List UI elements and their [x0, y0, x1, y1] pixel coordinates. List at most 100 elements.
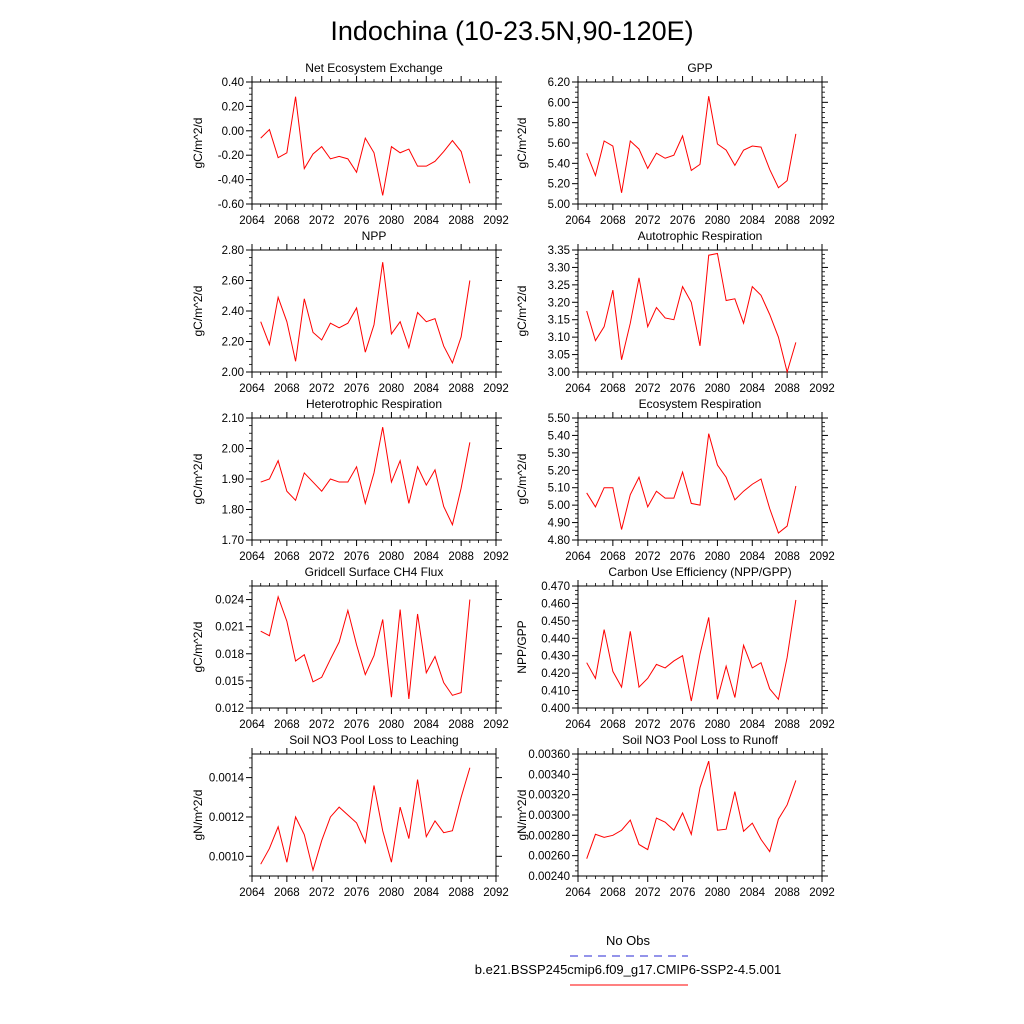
series-line — [586, 252, 797, 374]
y-tick-label: 2.60 — [222, 276, 244, 288]
x-tick-label: 2084 — [739, 719, 765, 731]
y-axis-label: gC/m^2/d — [191, 286, 205, 337]
panel-5: Heterotrophic Respiration 2064 2068 2072 207… — [191, 397, 509, 563]
y-tick-label: 6.00 — [548, 97, 570, 109]
x-tick-label: 2072 — [309, 719, 335, 731]
x-tick-label: 2068 — [600, 383, 626, 395]
y-tick-label: 3.05 — [548, 350, 570, 362]
y-tick-label: 0.00280 — [528, 830, 570, 842]
series-line — [586, 599, 797, 702]
y-tick-label: 5.50 — [548, 413, 570, 425]
panel-title: Ecosystem Respiration — [639, 397, 762, 411]
panel-title: Soil NO3 Pool Loss to Leaching — [289, 733, 458, 747]
x-tick-label: 2080 — [705, 719, 731, 731]
y-tick-label: 5.00 — [548, 500, 570, 512]
y-tick-label: 5.40 — [548, 430, 570, 442]
x-tick-label: 2080 — [379, 887, 405, 899]
x-tick-label: 2092 — [483, 551, 509, 563]
panel-title: Net Ecosystem Exchange — [305, 61, 443, 75]
x-tick-label: 2080 — [379, 551, 405, 563]
panel-title: Soil NO3 Pool Loss to Runoff — [622, 733, 779, 747]
x-tick-label: 2092 — [483, 383, 509, 395]
x-tick-label: 2080 — [379, 383, 405, 395]
y-tick-label: 0.460 — [541, 598, 570, 610]
x-tick-label: 2088 — [448, 383, 474, 395]
x-tick-label: 2068 — [600, 215, 626, 227]
x-tick-label: 2064 — [565, 383, 591, 395]
x-tick-label: 2072 — [635, 383, 661, 395]
y-tick-label: 4.90 — [548, 518, 570, 530]
y-tick-label: 2.00 — [222, 444, 244, 456]
x-tick-label: 2064 — [239, 551, 265, 563]
y-tick-label: 0.012 — [215, 703, 244, 715]
x-tick-label: 2076 — [670, 887, 696, 899]
y-tick-label: 1.70 — [222, 535, 244, 547]
x-tick-label: 2084 — [413, 719, 439, 731]
panel-title: NPP — [362, 229, 387, 243]
y-tick-label: 0.410 — [541, 686, 570, 698]
y-axis-label: gC/m^2/d — [191, 622, 205, 673]
y-tick-label: 3.10 — [548, 332, 570, 344]
x-tick-label: 2092 — [809, 551, 835, 563]
x-tick-label: 2088 — [448, 719, 474, 731]
x-tick-label: 2064 — [565, 887, 591, 899]
y-tick-label: -0.60 — [218, 199, 244, 211]
y-tick-label: 1.80 — [222, 505, 244, 517]
x-tick-label: 2080 — [379, 215, 405, 227]
y-tick-label: 0.00 — [222, 126, 244, 138]
y-tick-label: 0.440 — [541, 633, 570, 645]
x-tick-label: 2076 — [344, 719, 370, 731]
series-line — [260, 262, 471, 365]
x-tick-label: 2084 — [739, 551, 765, 563]
series-line — [586, 760, 797, 859]
y-tick-label: 5.10 — [548, 483, 570, 495]
x-tick-label: 2084 — [413, 551, 439, 563]
x-tick-label: 2076 — [670, 551, 696, 563]
y-tick-label: 2.40 — [222, 306, 244, 318]
x-tick-label: 2064 — [239, 719, 265, 731]
x-tick-label: 2080 — [705, 215, 731, 227]
x-tick-label: 2080 — [705, 383, 731, 395]
x-tick-label: 2068 — [600, 887, 626, 899]
y-tick-label: 3.20 — [548, 297, 570, 309]
y-tick-label: 0.024 — [215, 595, 244, 607]
y-axis-label: gC/m^2/d — [515, 118, 529, 169]
x-tick-label: 2064 — [565, 215, 591, 227]
x-tick-label: 2068 — [274, 887, 300, 899]
panel-9: Soil NO3 Pool Loss to Leaching 2064 2068 20… — [191, 733, 509, 899]
x-tick-label: 2068 — [600, 719, 626, 731]
y-tick-label: 0.021 — [215, 622, 244, 634]
y-tick-label: 0.450 — [541, 616, 570, 628]
x-tick-label: 2088 — [448, 887, 474, 899]
y-tick-label: 3.15 — [548, 315, 570, 327]
y-tick-label: 0.20 — [222, 101, 244, 113]
series-line — [260, 767, 471, 873]
x-tick-label: 2088 — [448, 551, 474, 563]
x-tick-label: 2076 — [344, 383, 370, 395]
y-tick-label: 1.90 — [222, 474, 244, 486]
y-tick-label: 0.40 — [222, 77, 244, 89]
y-tick-label: 5.20 — [548, 179, 570, 191]
series-line — [260, 427, 471, 527]
x-tick-label: 2064 — [565, 551, 591, 563]
x-tick-label: 2076 — [670, 383, 696, 395]
panel-7: Gridcell Surface CH4 Flux 2064 2068 2072 207… — [191, 565, 509, 731]
panel-title: GPP — [687, 61, 712, 75]
x-tick-label: 2088 — [774, 719, 800, 731]
x-tick-label: 2068 — [600, 551, 626, 563]
y-tick-label: 0.470 — [541, 581, 570, 593]
y-tick-label: 0.400 — [541, 703, 570, 715]
x-tick-label: 2064 — [239, 383, 265, 395]
x-tick-label: 2084 — [739, 383, 765, 395]
series-line — [586, 433, 797, 534]
x-tick-label: 2076 — [344, 887, 370, 899]
x-tick-label: 2068 — [274, 215, 300, 227]
x-tick-label: 2084 — [413, 215, 439, 227]
x-tick-label: 2092 — [483, 719, 509, 731]
x-tick-label: 2068 — [274, 719, 300, 731]
y-tick-label: 0.0010 — [209, 851, 244, 863]
x-tick-label: 2068 — [274, 383, 300, 395]
x-tick-label: 2072 — [635, 551, 661, 563]
